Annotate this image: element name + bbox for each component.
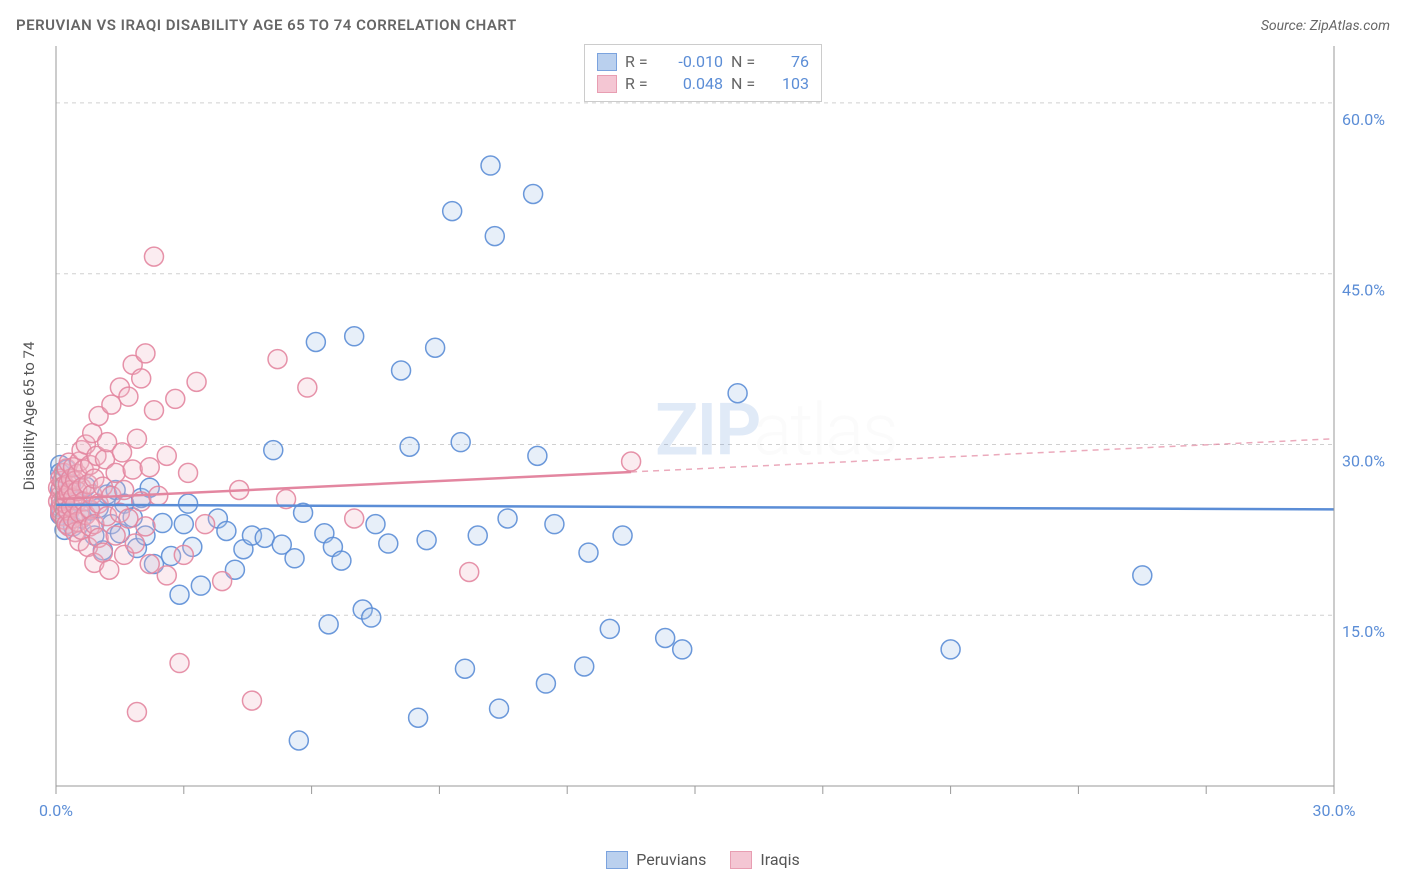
stats-n-value: 76 [773, 51, 809, 73]
svg-text:30.0%: 30.0% [1313, 801, 1356, 820]
chart-header: PERUVIAN VS IRAQI DISABILITY AGE 65 TO 7… [16, 16, 1390, 34]
stats-r-value: 0.048 [667, 73, 723, 95]
svg-text:Disability Age 65 to 74: Disability Age 65 to 74 [20, 341, 38, 490]
chart-source: Source: ZipAtlas.com [1261, 18, 1390, 34]
stats-r-label: R = [625, 51, 659, 73]
correlation-scatter-chart: 15.0% 30.0% 45.0% 60.0% ZIPatlas 0.0% 30.0% Dis… [16, 38, 1390, 848]
svg-text:ZIPatlas: ZIPatlas [655, 387, 897, 472]
legend-item: Iraqis [730, 850, 799, 869]
svg-text:45.0%: 45.0% [1342, 281, 1385, 300]
chart-title: PERUVIAN VS IRAQI DISABILITY AGE 65 TO 7… [16, 16, 517, 34]
svg-text:15.0%: 15.0% [1342, 622, 1385, 641]
svg-text:60.0%: 60.0% [1342, 110, 1385, 129]
stats-r-value: -0.010 [667, 51, 723, 73]
stats-n-value: 103 [773, 73, 809, 95]
svg-text:0.0%: 0.0% [39, 801, 73, 820]
legend-swatch [597, 53, 617, 71]
chart-container: 15.0% 30.0% 45.0% 60.0% ZIPatlas 0.0% 30.0% Dis… [16, 38, 1390, 848]
legend-label: Peruvians [636, 850, 706, 869]
stats-n-label: N = [731, 73, 765, 95]
stats-r-label: R = [625, 73, 659, 95]
legend-item: Peruvians [606, 850, 706, 869]
legend-swatch [606, 851, 628, 869]
legend-swatch [597, 75, 617, 93]
stats-row: R = -0.010 N = 76 [597, 51, 809, 73]
stats-legend-box: R = -0.010 N = 76 R = 0.048 N = 103 [584, 44, 822, 102]
bottom-legend: Peruvians Iraqis [16, 850, 1390, 869]
legend-swatch [730, 851, 752, 869]
stats-n-label: N = [731, 51, 765, 73]
svg-text:30.0%: 30.0% [1342, 451, 1385, 470]
stats-row: R = 0.048 N = 103 [597, 73, 809, 95]
legend-label: Iraqis [760, 850, 799, 869]
